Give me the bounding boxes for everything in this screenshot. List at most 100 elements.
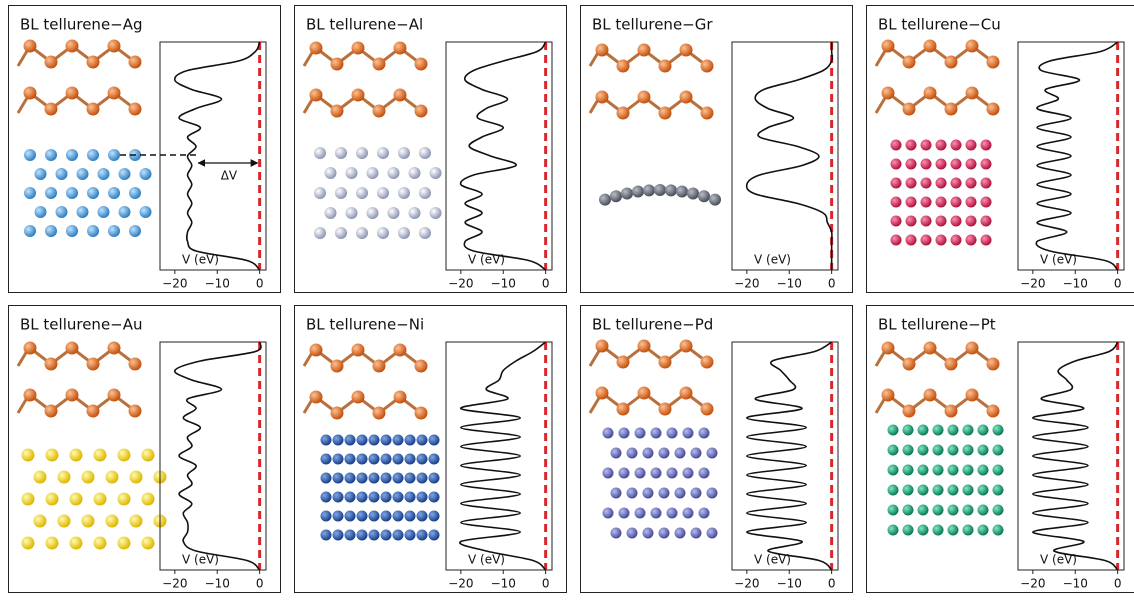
atom bbox=[596, 44, 609, 57]
atom bbox=[352, 42, 365, 55]
atom bbox=[373, 58, 386, 71]
atom bbox=[936, 140, 947, 151]
atom bbox=[659, 528, 670, 539]
atom bbox=[87, 405, 100, 418]
atom bbox=[77, 168, 89, 180]
atom bbox=[596, 91, 609, 104]
atom bbox=[632, 186, 644, 198]
atom bbox=[56, 168, 68, 180]
atom bbox=[987, 358, 1000, 371]
atom bbox=[94, 493, 107, 506]
x-axis-label: V (eV) bbox=[468, 553, 505, 567]
atom bbox=[24, 40, 37, 53]
atom bbox=[680, 387, 693, 400]
atom bbox=[667, 468, 678, 479]
atom bbox=[24, 389, 37, 402]
atom bbox=[314, 147, 326, 159]
atom bbox=[415, 407, 428, 420]
atom bbox=[321, 435, 332, 446]
atom bbox=[70, 537, 83, 550]
atom bbox=[951, 178, 962, 189]
atom bbox=[345, 473, 356, 484]
atom bbox=[987, 103, 1000, 116]
atom bbox=[659, 107, 672, 120]
atom bbox=[621, 187, 633, 199]
tellurene bbox=[18, 40, 142, 116]
atom bbox=[903, 358, 916, 371]
atom bbox=[924, 342, 937, 355]
atom bbox=[906, 197, 917, 208]
substrate bbox=[888, 425, 1004, 536]
atom bbox=[24, 187, 36, 199]
atom bbox=[945, 56, 958, 69]
panel: BL tellurene−Al−20−100V (eV) bbox=[295, 6, 567, 293]
atom bbox=[691, 448, 702, 459]
atom bbox=[635, 508, 646, 519]
atom bbox=[619, 508, 630, 519]
atom bbox=[891, 178, 902, 189]
x-tick-label: 0 bbox=[828, 277, 836, 291]
atom bbox=[918, 505, 929, 516]
atom bbox=[373, 407, 386, 420]
atom bbox=[659, 403, 672, 416]
atom bbox=[377, 227, 389, 239]
panel-frame bbox=[9, 6, 281, 293]
atom bbox=[335, 147, 347, 159]
atom bbox=[921, 178, 932, 189]
panel-frame bbox=[9, 306, 281, 593]
atom bbox=[66, 40, 79, 53]
atom bbox=[381, 454, 392, 465]
atom bbox=[659, 356, 672, 369]
atom bbox=[345, 511, 356, 522]
atom bbox=[638, 387, 651, 400]
substrate bbox=[599, 184, 721, 206]
tellurene bbox=[876, 342, 1000, 418]
x-tick-label: 0 bbox=[256, 577, 264, 591]
atom bbox=[627, 448, 638, 459]
atom bbox=[921, 159, 932, 170]
atom bbox=[331, 360, 344, 373]
atom bbox=[888, 425, 899, 436]
atom bbox=[882, 87, 895, 100]
atom bbox=[419, 147, 431, 159]
atom bbox=[921, 235, 932, 246]
atom bbox=[891, 140, 902, 151]
atom bbox=[333, 473, 344, 484]
potential-line bbox=[461, 42, 546, 270]
atom bbox=[888, 485, 899, 496]
atom bbox=[936, 159, 947, 170]
x-tick-label: −20 bbox=[734, 577, 759, 591]
atom bbox=[130, 471, 143, 484]
plot-frame bbox=[732, 342, 838, 570]
x-tick-label: 0 bbox=[828, 577, 836, 591]
atom bbox=[373, 105, 386, 118]
atom bbox=[987, 56, 1000, 69]
atom bbox=[381, 492, 392, 503]
atom bbox=[429, 473, 440, 484]
atom bbox=[619, 468, 630, 479]
atom bbox=[921, 140, 932, 151]
atom bbox=[417, 511, 428, 522]
atom bbox=[369, 492, 380, 503]
plot-frame bbox=[732, 42, 838, 270]
atom bbox=[683, 468, 694, 479]
panel-frame bbox=[867, 6, 1134, 293]
atom bbox=[142, 493, 155, 506]
atom bbox=[933, 505, 944, 516]
x-tick-label: 0 bbox=[542, 277, 550, 291]
atom bbox=[429, 492, 440, 503]
x-axis-label: V (eV) bbox=[468, 253, 505, 267]
atom bbox=[106, 515, 119, 528]
atom bbox=[333, 454, 344, 465]
panel: BL tellurene−Ni−20−100V (eV) bbox=[295, 306, 567, 593]
atom bbox=[981, 235, 992, 246]
atom bbox=[398, 147, 410, 159]
tellurene bbox=[876, 40, 1000, 116]
atom bbox=[888, 525, 899, 536]
atom bbox=[46, 493, 59, 506]
atom bbox=[118, 493, 131, 506]
atom bbox=[599, 194, 611, 206]
atom bbox=[142, 537, 155, 550]
